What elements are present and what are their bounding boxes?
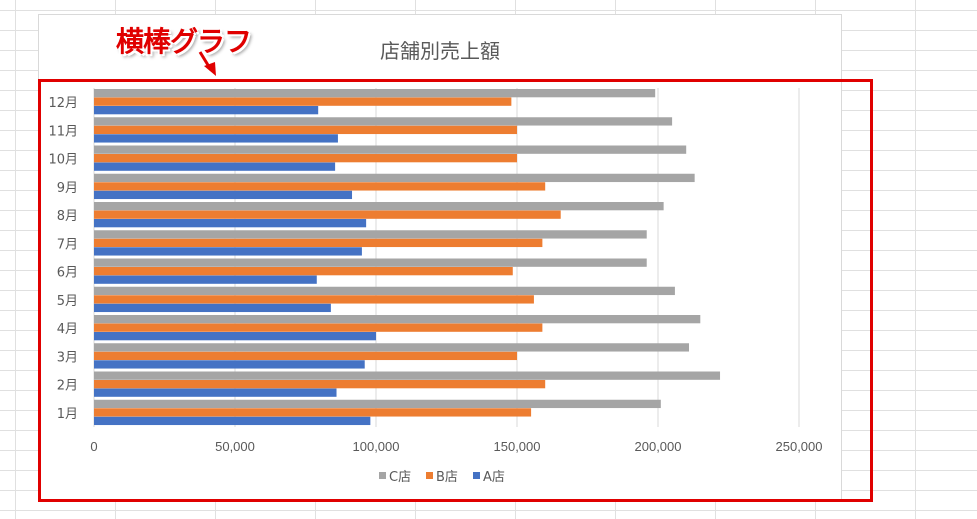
highlight-box (38, 79, 873, 502)
y-tick-label: 9月 (57, 181, 78, 196)
x-tick-label: 250,000 (776, 439, 823, 454)
legend-swatch-A店 (473, 472, 480, 479)
y-tick-label: 3月 (57, 350, 78, 365)
bar-A店-11月 (94, 134, 338, 143)
bar-B店-8月 (94, 210, 561, 219)
bar-C店-4月 (94, 315, 701, 324)
bar-C店-7月 (94, 230, 647, 239)
y-tick-label: 7月 (57, 237, 78, 252)
bar-A店-9月 (94, 190, 353, 200)
bar-B店-4月 (94, 323, 543, 332)
bar-B店-5月 (94, 295, 534, 304)
y-tick-label: 8月 (57, 209, 78, 224)
bar-A店-1月 (94, 416, 371, 426)
bar-C店-2月 (94, 371, 721, 380)
bar-A店-3月 (94, 360, 365, 369)
y-tick-label: 2月 (57, 379, 78, 394)
bar-B店-7月 (94, 238, 543, 248)
bar-A店-7月 (94, 247, 362, 256)
bar-C店-1月 (94, 399, 661, 409)
y-tick-label: 4月 (57, 322, 78, 337)
bar-C店-12月 (94, 89, 656, 98)
bar-A店-6月 (94, 275, 317, 284)
y-tick-label: 1月 (57, 407, 78, 422)
bar-B店-1月 (94, 408, 532, 417)
legend-swatch-C店 (379, 472, 386, 479)
arrow-icon (198, 51, 216, 76)
chart-area[interactable]: 店舗別売上額 0 50,000 100,000 150,000 200,000 250,0… (38, 14, 842, 500)
x-tick-label: 50,000 (215, 439, 255, 454)
bar-B店-10月 (94, 154, 517, 163)
bar-A店-10月 (94, 162, 336, 171)
bar-A店-5月 (94, 303, 331, 313)
bar-C店-8月 (94, 202, 664, 211)
legend-label-A店: A店 (483, 470, 505, 485)
chart-title: 店舗別売上額 (380, 39, 500, 63)
y-tick-label: 10月 (48, 153, 78, 168)
x-tick-label: 200,000 (635, 439, 682, 454)
bar-A店-12月 (94, 106, 319, 115)
bar-B店-6月 (94, 267, 513, 276)
y-tick-label: 5月 (57, 294, 78, 309)
bar-C店-10月 (94, 145, 687, 154)
x-tick-label: 100,000 (353, 439, 400, 454)
bar-C店-3月 (94, 343, 690, 352)
x-tick-label: 150,000 (494, 439, 541, 454)
legend-label-B店: B店 (436, 470, 458, 485)
bar-A店-4月 (94, 332, 376, 341)
y-tick-label: 12月 (48, 96, 78, 111)
bar-A店-8月 (94, 219, 367, 228)
bar-C店-6月 (94, 258, 647, 267)
y-tick-label: 6月 (57, 266, 78, 281)
bar-B店-2月 (94, 380, 546, 389)
bar-C店-5月 (94, 286, 675, 296)
bar-B店-11月 (94, 125, 517, 135)
bar-chart: 0 50,000 100,000 150,000 200,000 250,000 1月 2月 3… (48, 88, 823, 485)
y-tick-label: 11月 (48, 124, 78, 139)
bar-B店-12月 (94, 97, 512, 106)
legend-swatch-B店 (426, 472, 433, 479)
bar-C店-11月 (94, 117, 673, 126)
bar-C店-9月 (94, 173, 695, 183)
annotation-label: 横棒グラフ (116, 25, 252, 58)
bar-B店-9月 (94, 182, 546, 191)
bar-A店-2月 (94, 388, 337, 397)
legend-label-C店: C店 (389, 470, 411, 485)
bar-B店-3月 (94, 351, 517, 361)
x-tick-label: 0 (90, 439, 97, 454)
